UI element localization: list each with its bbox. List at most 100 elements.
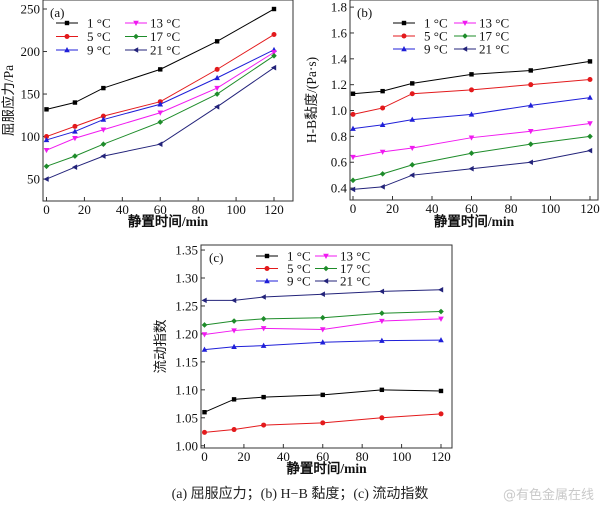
data-point: [350, 154, 356, 161]
legend-marker: [401, 33, 407, 39]
legend-item: 17 °C: [125, 29, 180, 44]
series-line: [204, 339, 442, 351]
legend-label: 9 °C: [424, 42, 448, 57]
data-point: [260, 316, 267, 322]
series-1c: [44, 6, 277, 112]
data-point: [587, 77, 593, 83]
series-21c: [350, 147, 593, 193]
data-point: [409, 116, 416, 122]
data-point: [350, 111, 356, 117]
data-point: [438, 308, 444, 315]
legend-marker: [64, 20, 70, 26]
data-point: [587, 59, 593, 64]
data-point: [101, 85, 106, 91]
legend-item: 5 °C: [393, 29, 448, 44]
data-point: [380, 105, 386, 111]
data-point: [319, 314, 326, 321]
data-point: [438, 286, 444, 293]
series-line: [46, 55, 275, 167]
x-tick-label: 100: [226, 202, 246, 217]
legend-label: 21 °C: [479, 42, 509, 57]
data-point: [72, 123, 78, 129]
series-line: [204, 389, 442, 413]
legend-label: 13 °C: [150, 16, 180, 31]
data-point: [319, 291, 325, 298]
legend-item: 9 °C: [256, 274, 311, 289]
data-point: [350, 125, 356, 131]
data-point: [379, 310, 385, 317]
data-point: [320, 420, 326, 426]
legend-item: 9 °C: [56, 43, 111, 58]
data-point: [409, 145, 416, 152]
data-point: [214, 103, 220, 110]
data-point: [43, 147, 50, 154]
data-point: [100, 113, 106, 119]
legend-label: 1 °C: [87, 16, 111, 31]
data-point: [350, 91, 356, 96]
series-line: [352, 97, 591, 130]
series-17c: [43, 52, 277, 170]
data-point: [71, 164, 78, 170]
series-13c: [43, 50, 277, 154]
data-point: [320, 392, 325, 398]
legend-marker: [401, 46, 407, 52]
x-tick-label: 120: [264, 202, 284, 217]
legend-item: 17 °C: [315, 261, 370, 276]
legend-marker: [64, 47, 70, 53]
data-point: [261, 394, 266, 400]
data-point: [44, 134, 49, 140]
data-point: [157, 141, 163, 148]
legend-marker: [462, 46, 468, 52]
chart-panel-c: 0 20 40 60 80 100 120 1.00 1.05 1.10 1.15 1.20 1.25 1…: [153, 243, 453, 476]
data-point: [271, 50, 277, 56]
plot-frame: [349, 0, 599, 201]
legend-label: 1 °C: [424, 16, 448, 31]
data-point: [72, 153, 78, 159]
data-point: [379, 121, 386, 127]
series-line: [352, 150, 591, 190]
legend-label: 17 °C: [479, 29, 509, 44]
data-point: [379, 149, 386, 155]
data-point: [410, 81, 415, 86]
data-point: [528, 68, 533, 73]
series-13c: [350, 121, 593, 161]
series-1c: [350, 59, 593, 96]
y-tick-label: 1.4: [331, 51, 348, 66]
data-point: [157, 101, 164, 107]
legend-label: 5 °C: [87, 29, 111, 44]
y-tick-label: 200: [21, 44, 41, 59]
y-tick-label: 250: [21, 2, 41, 17]
y-tick-label: 0.8: [331, 129, 347, 144]
data-point: [214, 39, 220, 44]
data-point: [409, 172, 415, 178]
series-21c: [43, 64, 277, 182]
legend-label: 17 °C: [340, 261, 370, 276]
data-point: [379, 415, 385, 421]
data-point: [319, 339, 326, 345]
legend-marker: [133, 33, 139, 40]
series-line: [204, 311, 442, 326]
chart-panel-b: 0 20 40 60 80 100 120 0.4 0.6 0.8 1.0 1.2 1.4 1.6 1.8 静…: [304, 0, 600, 229]
data-point: [527, 102, 534, 108]
data-point: [231, 397, 237, 402]
legend-item: 5 °C: [256, 261, 311, 276]
data-point: [201, 346, 208, 352]
y-tick-label: 1.20: [175, 326, 198, 341]
y-tick-label: 1.8: [331, 0, 347, 15]
series-5c: [202, 411, 444, 435]
legend-label: 1 °C: [287, 249, 311, 264]
data-point: [468, 150, 475, 156]
data-point: [438, 388, 444, 394]
x-tick-label: 20: [386, 201, 399, 216]
data-point: [201, 322, 208, 328]
legend-label: 9 °C: [87, 43, 111, 58]
y-tick-label: 50: [27, 172, 40, 187]
series-5c: [350, 77, 593, 117]
x-tick-label: 80: [356, 449, 369, 464]
x-tick-label: 80: [192, 202, 205, 217]
data-point: [379, 184, 385, 190]
data-point: [231, 318, 237, 324]
data-point: [379, 337, 385, 343]
data-point: [100, 127, 107, 133]
data-point: [72, 128, 78, 134]
